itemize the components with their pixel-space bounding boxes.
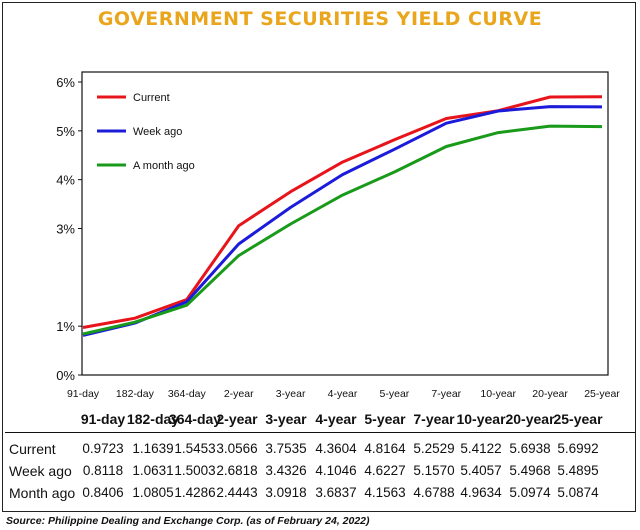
table-header-cell: 2-year [216, 411, 258, 427]
table-cell: 4.6788 [413, 485, 455, 500]
table-header-cell: 3-year [265, 411, 307, 427]
table-cell: 4.9634 [460, 485, 502, 500]
table-cell: 3.7535 [265, 441, 307, 456]
legend-label: A month ago [133, 160, 195, 172]
table-cell: 4.6227 [364, 463, 406, 478]
table-cell: 5.4057 [460, 463, 502, 478]
table-cell: 4.8164 [364, 441, 406, 456]
legend-label: Current [133, 92, 170, 104]
plot-area [81, 71, 609, 376]
table-cell: 4.1563 [364, 485, 406, 500]
table-cell: 0.8118 [82, 463, 124, 478]
table-header-cell: 4-year [315, 411, 357, 427]
table-cell: 5.4895 [557, 463, 599, 478]
table-header-cell: 20-year [505, 411, 555, 427]
source-note: Source: Philippine Dealing and Exchange … [6, 515, 370, 527]
x-tick-label: 7-year [431, 388, 461, 400]
table-cell: 4.1046 [315, 463, 357, 478]
table-cell: 5.0974 [509, 485, 551, 500]
table-cell: 5.2529 [413, 441, 455, 456]
x-tick-label: 25-year [584, 388, 620, 400]
y-tick-label: 0% [56, 368, 75, 383]
table-header-cell: 182-day [126, 411, 180, 427]
x-tick-label: 5-year [380, 388, 410, 400]
x-tick-label: 364-day [168, 388, 207, 400]
table-header-cell: 91-day [80, 411, 126, 427]
table-cell: 1.4286 [174, 485, 216, 500]
x-tick-label: 182-day [116, 388, 155, 400]
y-tick-label: 3% [56, 222, 75, 237]
table-header-cell: 364-day [168, 411, 222, 427]
table-cell: 3.0918 [265, 485, 307, 500]
x-tick-label: 10-year [480, 388, 516, 400]
table-cell: 2.4443 [216, 485, 258, 500]
y-tick-label: 1% [56, 319, 75, 334]
table-cell: 3.0566 [216, 441, 258, 456]
table-row-label: Month ago [9, 485, 76, 501]
series-line-1 [82, 95, 603, 329]
x-tick-label: 20-year [532, 388, 568, 400]
table-cell: 3.4326 [265, 463, 307, 478]
table-cell: 1.0805 [132, 485, 174, 500]
chart-title: GOVERNMENT SECURITIES YIELD CURVE [97, 8, 543, 30]
table-cell: 2.6818 [216, 463, 258, 478]
table-cell: 4.3604 [315, 441, 357, 456]
y-tick-label: 6% [56, 75, 75, 90]
x-tick-label: 3-year [276, 388, 306, 400]
table-cell: 0.9723 [82, 441, 124, 456]
table-cell: 5.6992 [557, 441, 599, 456]
series-line-2 [82, 105, 603, 337]
legend-label: Week ago [133, 126, 182, 138]
y-tick-label: 4% [56, 173, 75, 188]
table-header-cell: 25-year [553, 411, 603, 427]
series-line-3 [82, 124, 603, 336]
yield-table-header-row: 91-day 182-day 364-day 2-year 3-year 4-year 5-… [5, 408, 635, 433]
table-row-label: Week ago [9, 463, 72, 479]
x-tick-label: 4-year [328, 388, 358, 400]
chart-frame [2, 2, 636, 512]
y-tick-label: 5% [56, 124, 75, 139]
table-header-cell: 10-year [456, 411, 506, 427]
yield-curve-chart: 0% 1% 3% 4% 5% 6% 91-day 182-day 364-day 2-year 3-… [56, 71, 620, 400]
table-cell: 3.6837 [315, 485, 357, 500]
table-row-label: Current [9, 441, 56, 457]
table-cell: 5.1570 [413, 463, 455, 478]
table-cell: 5.6938 [509, 441, 551, 456]
table-cell: 0.8406 [82, 485, 124, 500]
table-cell: 5.4122 [460, 441, 502, 456]
table-cell: 1.0631 [132, 463, 174, 478]
x-tick-label: 91-day [67, 388, 100, 400]
table-cell: 1.1639 [132, 441, 174, 456]
table-cell: 5.4968 [509, 463, 551, 478]
x-tick-label: 2-year [224, 388, 254, 400]
table-header-cell: 7-year [413, 411, 455, 427]
table-cell: 1.5453 [174, 441, 216, 456]
table-cell: 5.0874 [557, 485, 599, 500]
table-header-cell: 5-year [364, 411, 406, 427]
table-cell: 1.5003 [174, 463, 216, 478]
